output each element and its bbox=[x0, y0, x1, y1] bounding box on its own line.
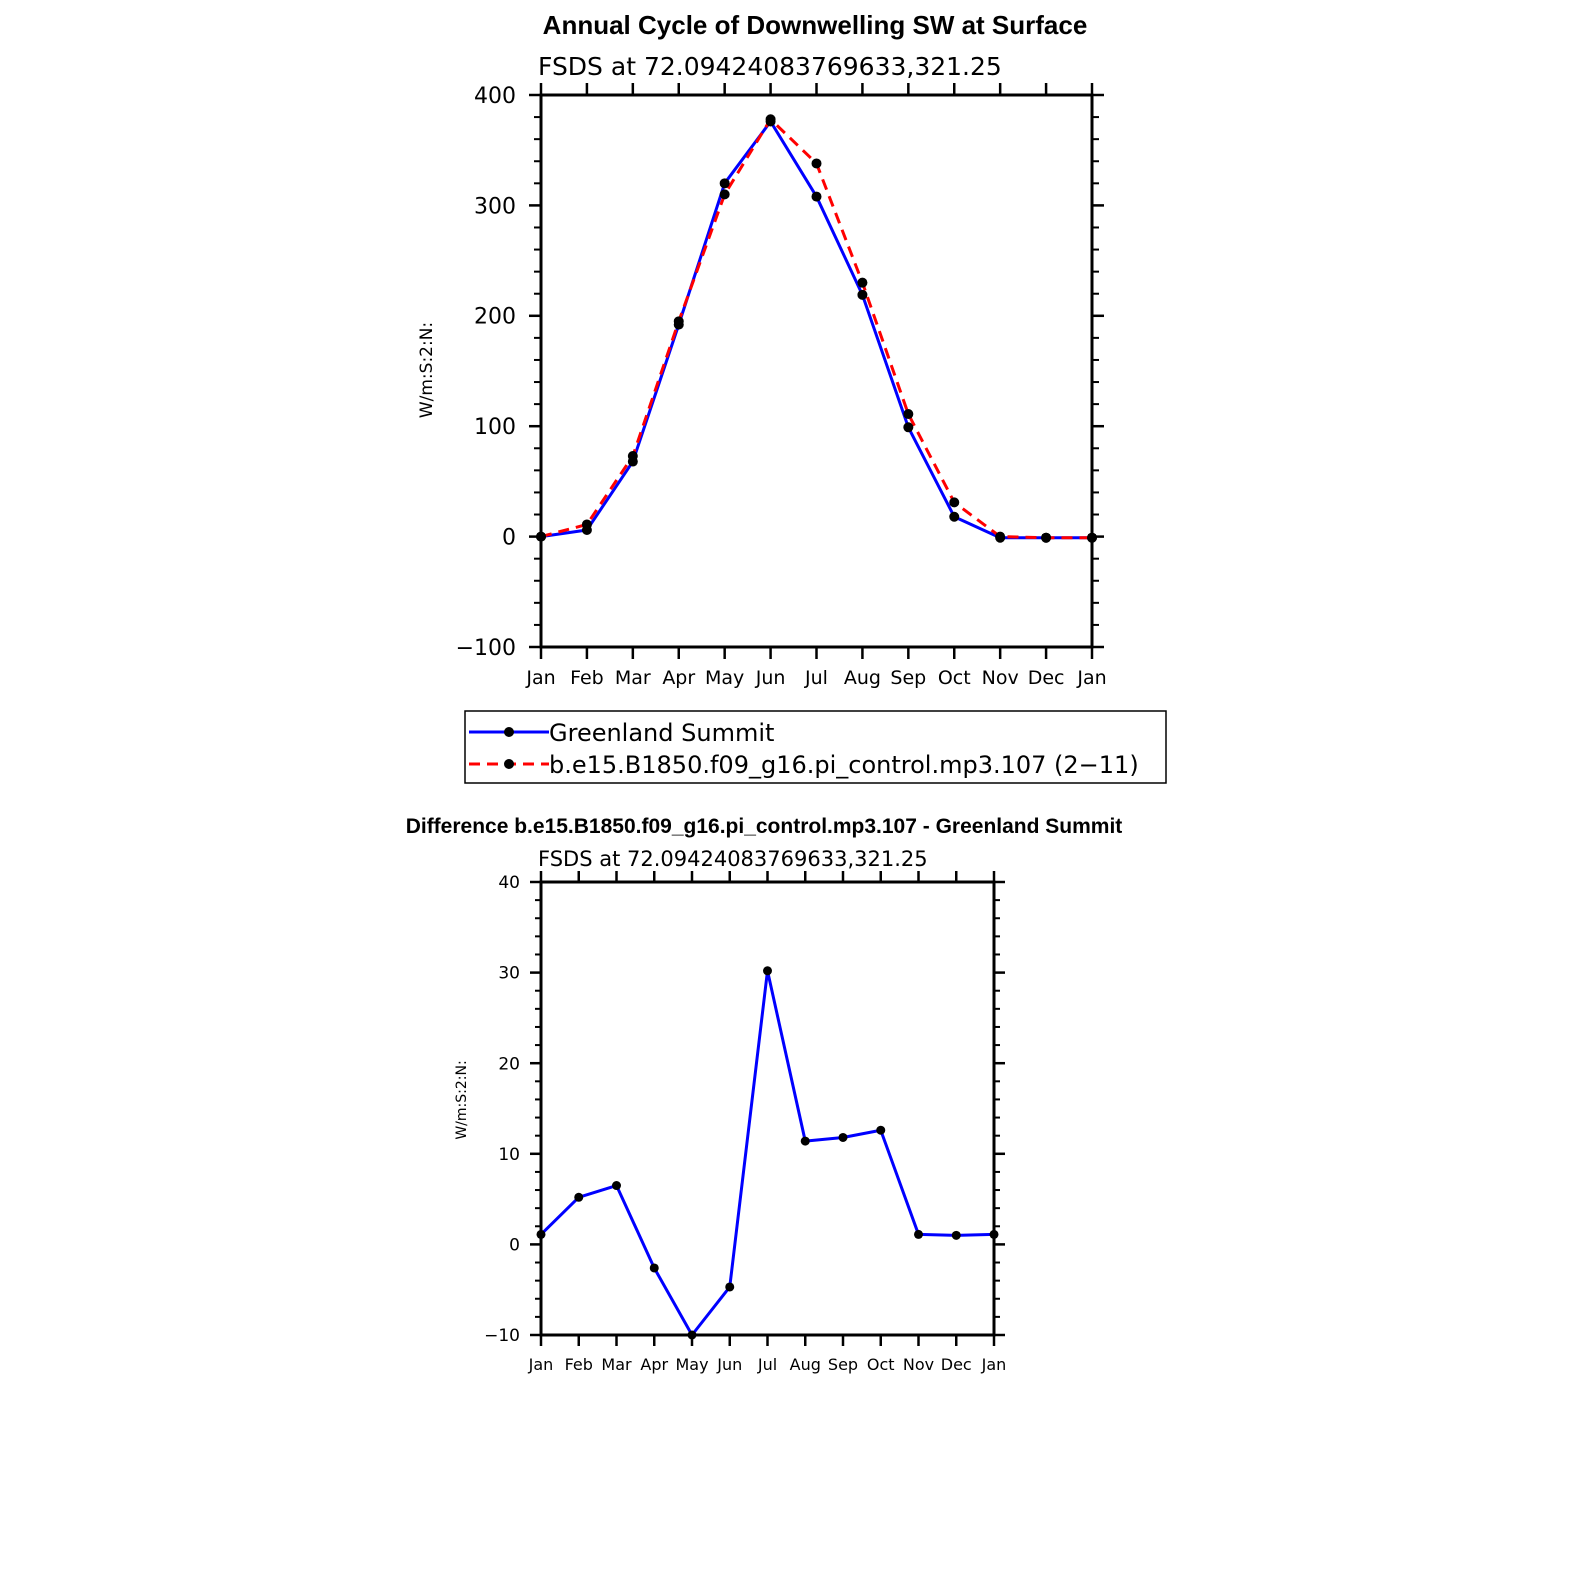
x-tick-label: May bbox=[705, 667, 744, 689]
legend-marker-greenland-summit bbox=[504, 727, 514, 737]
series-0-point bbox=[574, 1192, 584, 1202]
y-axis-label: W/m:S:2:N: bbox=[417, 322, 437, 418]
series-0-point bbox=[951, 1230, 961, 1240]
legend-label-greenland-summit: Greenland Summit bbox=[549, 719, 774, 747]
x-tick-label: Jul bbox=[804, 667, 828, 689]
x-tick-label: Nov bbox=[903, 1355, 934, 1374]
y-tick-label: 10 bbox=[498, 1145, 520, 1165]
chart-subtitle: FSDS at 72.09424083769633,321.25 bbox=[538, 52, 1002, 81]
chart-title: Difference b.e15.B1850.f09_g16.pi_contro… bbox=[406, 815, 1123, 838]
x-tick-label: Jan bbox=[528, 1355, 554, 1374]
series-0-point bbox=[876, 1125, 886, 1135]
x-tick-label: Mar bbox=[615, 667, 651, 689]
x-tick-label: Jan bbox=[525, 667, 555, 689]
series-0-point bbox=[800, 1136, 810, 1146]
plot-frame bbox=[539, 880, 996, 1337]
series-1-point bbox=[627, 451, 638, 462]
series-0-point bbox=[949, 511, 960, 522]
chart-subtitle: FSDS at 72.09424083769633,321.25 bbox=[538, 847, 928, 871]
y-tick-label: 20 bbox=[498, 1054, 520, 1074]
plot-frame bbox=[539, 93, 1094, 649]
x-tick-label: Dec bbox=[1028, 667, 1065, 689]
y-tick-label: 300 bbox=[474, 194, 516, 219]
series-0-point bbox=[903, 422, 914, 433]
x-tick-label: Jan bbox=[1076, 667, 1106, 689]
y-tick-label: −10 bbox=[484, 1326, 520, 1346]
series-0-point bbox=[612, 1181, 621, 1191]
x-tick-label: Mar bbox=[601, 1355, 632, 1374]
x-tick-label: Nov bbox=[982, 667, 1019, 689]
y-tick-label: 100 bbox=[474, 415, 516, 440]
series-1-point bbox=[995, 531, 1006, 542]
series-0-point bbox=[763, 966, 772, 976]
series-0-point bbox=[857, 289, 868, 300]
series-1-point bbox=[949, 497, 960, 508]
series-0-point bbox=[838, 1132, 848, 1142]
series-1-point bbox=[673, 316, 684, 327]
series-1-point bbox=[765, 114, 776, 125]
chart-title: Annual Cycle of Downwelling SW at Surfac… bbox=[543, 10, 1088, 40]
x-tick-label: May bbox=[675, 1355, 708, 1374]
series-0-point bbox=[725, 1282, 735, 1292]
y-tick-label: 40 bbox=[498, 873, 520, 893]
x-tick-label: Feb bbox=[570, 667, 604, 689]
x-tick-label: Oct bbox=[867, 1355, 895, 1374]
series-1-point bbox=[719, 189, 730, 200]
series-1-point bbox=[811, 158, 822, 169]
x-tick-label: Aug bbox=[844, 667, 881, 689]
series-1-point bbox=[581, 519, 592, 530]
y-tick-label: 200 bbox=[474, 305, 516, 330]
x-tick-label: Jan bbox=[981, 1355, 1007, 1374]
x-tick-label: Apr bbox=[662, 667, 695, 689]
x-tick-label: Aug bbox=[790, 1355, 821, 1374]
series-0-point bbox=[811, 191, 822, 202]
x-tick-label: Jun bbox=[716, 1355, 742, 1374]
difference-chart: Difference b.e15.B1850.f09_g16.pi_contro… bbox=[406, 815, 1123, 1374]
x-tick-label: Dec bbox=[941, 1355, 972, 1374]
legend-label-model: b.e15.B1850.f09_g16.pi_control.mp3.107 (… bbox=[549, 751, 1139, 779]
y-tick-label: 0 bbox=[502, 526, 516, 551]
series-line-0 bbox=[539, 969, 995, 1337]
series-1-point bbox=[1041, 532, 1052, 543]
x-tick-label: Sep bbox=[890, 667, 926, 689]
legend-box bbox=[464, 710, 1167, 784]
series-1-point bbox=[857, 277, 868, 288]
x-tick-label: Jul bbox=[757, 1355, 777, 1374]
legend-marker-model bbox=[504, 759, 514, 769]
series-0-point bbox=[719, 178, 730, 189]
series-line-0 bbox=[540, 119, 1092, 540]
annual-cycle-chart: Annual Cycle of Downwelling SW at Surfac… bbox=[417, 10, 1167, 784]
series-0-point bbox=[914, 1229, 923, 1239]
x-tick-label: Apr bbox=[640, 1355, 668, 1374]
series-0-point bbox=[649, 1263, 659, 1273]
y-axis-label: W/m:S:2:N: bbox=[454, 1060, 470, 1139]
y-tick-label: 400 bbox=[474, 84, 516, 109]
y-tick-label: 0 bbox=[509, 1236, 520, 1256]
legend: Greenland Summit b.e15.B1850.f09_g16.pi_… bbox=[464, 710, 1167, 784]
y-tick-label: 30 bbox=[498, 964, 520, 984]
series-1-point bbox=[903, 409, 914, 420]
y-tick-label: −100 bbox=[456, 636, 516, 661]
x-tick-label: Sep bbox=[828, 1355, 858, 1374]
x-tick-label: Jun bbox=[755, 667, 786, 689]
x-tick-label: Oct bbox=[938, 667, 971, 689]
x-tick-label: Feb bbox=[565, 1355, 593, 1374]
